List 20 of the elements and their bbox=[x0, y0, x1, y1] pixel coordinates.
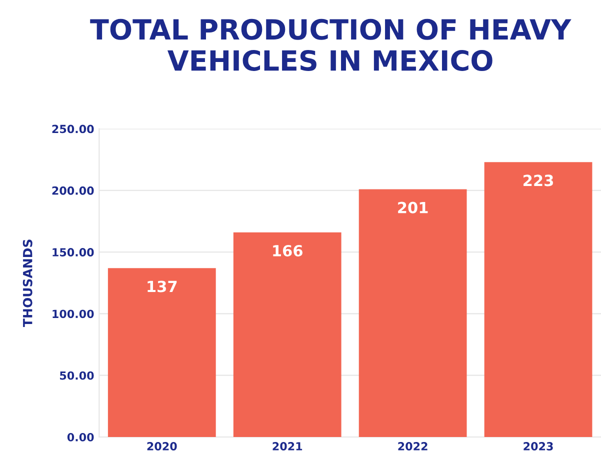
bar bbox=[108, 268, 216, 437]
data-label: 201 bbox=[398, 202, 428, 214]
y-tick-label: 100.00 bbox=[52, 310, 94, 318]
y-tick-label: 200.00 bbox=[52, 186, 94, 195]
data-label: 223 bbox=[524, 174, 553, 186]
x-tick-label: 2021 bbox=[272, 442, 302, 450]
x-tick-label: 2022 bbox=[398, 442, 428, 450]
x-tick-label: 2023 bbox=[524, 442, 553, 450]
data-label: 137 bbox=[148, 280, 177, 292]
x-tick-label: 2020 bbox=[147, 442, 177, 450]
y-tick-label: 250.00 bbox=[52, 124, 94, 134]
bar bbox=[484, 162, 592, 437]
bar bbox=[358, 189, 467, 437]
y-tick-label: 150.00 bbox=[52, 248, 94, 256]
bar bbox=[233, 232, 342, 437]
y-axis-title: THOUSANDS bbox=[22, 240, 32, 327]
y-tick-label: 0.00 bbox=[67, 432, 94, 442]
chart-title: TOTAL PRODUCTION OF HEAVY VEHICLES IN MEXICO bbox=[90, 18, 572, 72]
y-tick-label: 50.00 bbox=[60, 371, 94, 380]
data-label: 166 bbox=[273, 244, 302, 257]
